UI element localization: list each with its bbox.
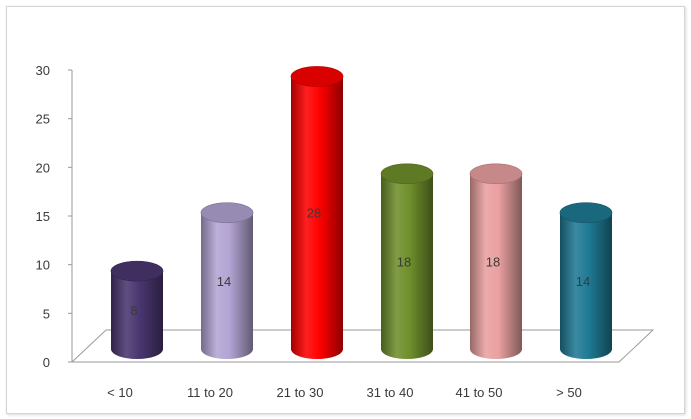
bar-layer: [110, 66, 613, 359]
x-tick-label: 21 to 30: [277, 385, 324, 400]
x-tick-label: 11 to 20: [187, 385, 233, 400]
bar: [290, 66, 344, 359]
y-tick-label: 10: [36, 258, 50, 273]
y-tick-label: 20: [36, 160, 50, 175]
data-label: 18: [486, 254, 500, 269]
bar: [559, 202, 613, 359]
bar: [200, 202, 254, 359]
data-label: 18: [397, 254, 411, 269]
bar-top: [469, 163, 523, 185]
y-tick-label: 15: [36, 209, 50, 224]
y-tick-label: 25: [36, 112, 50, 127]
bar-body: [381, 173, 433, 359]
data-label: 14: [217, 274, 231, 289]
bar-body: [111, 271, 163, 359]
bar-top: [200, 202, 254, 224]
bar-body: [470, 173, 522, 359]
x-tick-label: 31 to 40: [367, 385, 414, 400]
bar-body: [201, 212, 253, 359]
data-label: 8: [130, 303, 137, 318]
bar: [110, 260, 164, 359]
x-tick-label: > 50: [556, 385, 582, 400]
bar: [469, 163, 523, 359]
y-tick-label: 0: [43, 355, 50, 370]
bar-top: [290, 66, 344, 87]
label-layer: 8 < 10 14 11 to 20 28 21 to 30 18 31 to 40 18 41 …: [107, 206, 590, 400]
bar: [380, 163, 434, 359]
bar-top: [110, 260, 164, 282]
bar-top: [380, 163, 434, 185]
bar-body: [291, 76, 343, 359]
data-label: 14: [576, 274, 590, 289]
data-label: 28: [307, 206, 321, 221]
axis-layer: 0 5 10 15 20 25 30: [36, 63, 73, 370]
y-tick-label: 30: [36, 63, 50, 78]
y-tick-label: 5: [43, 306, 50, 321]
x-tick-label: < 10: [107, 385, 133, 400]
bar-top: [559, 202, 613, 224]
bar-body: [560, 212, 612, 359]
x-tick-label: 41 to 50: [456, 385, 503, 400]
